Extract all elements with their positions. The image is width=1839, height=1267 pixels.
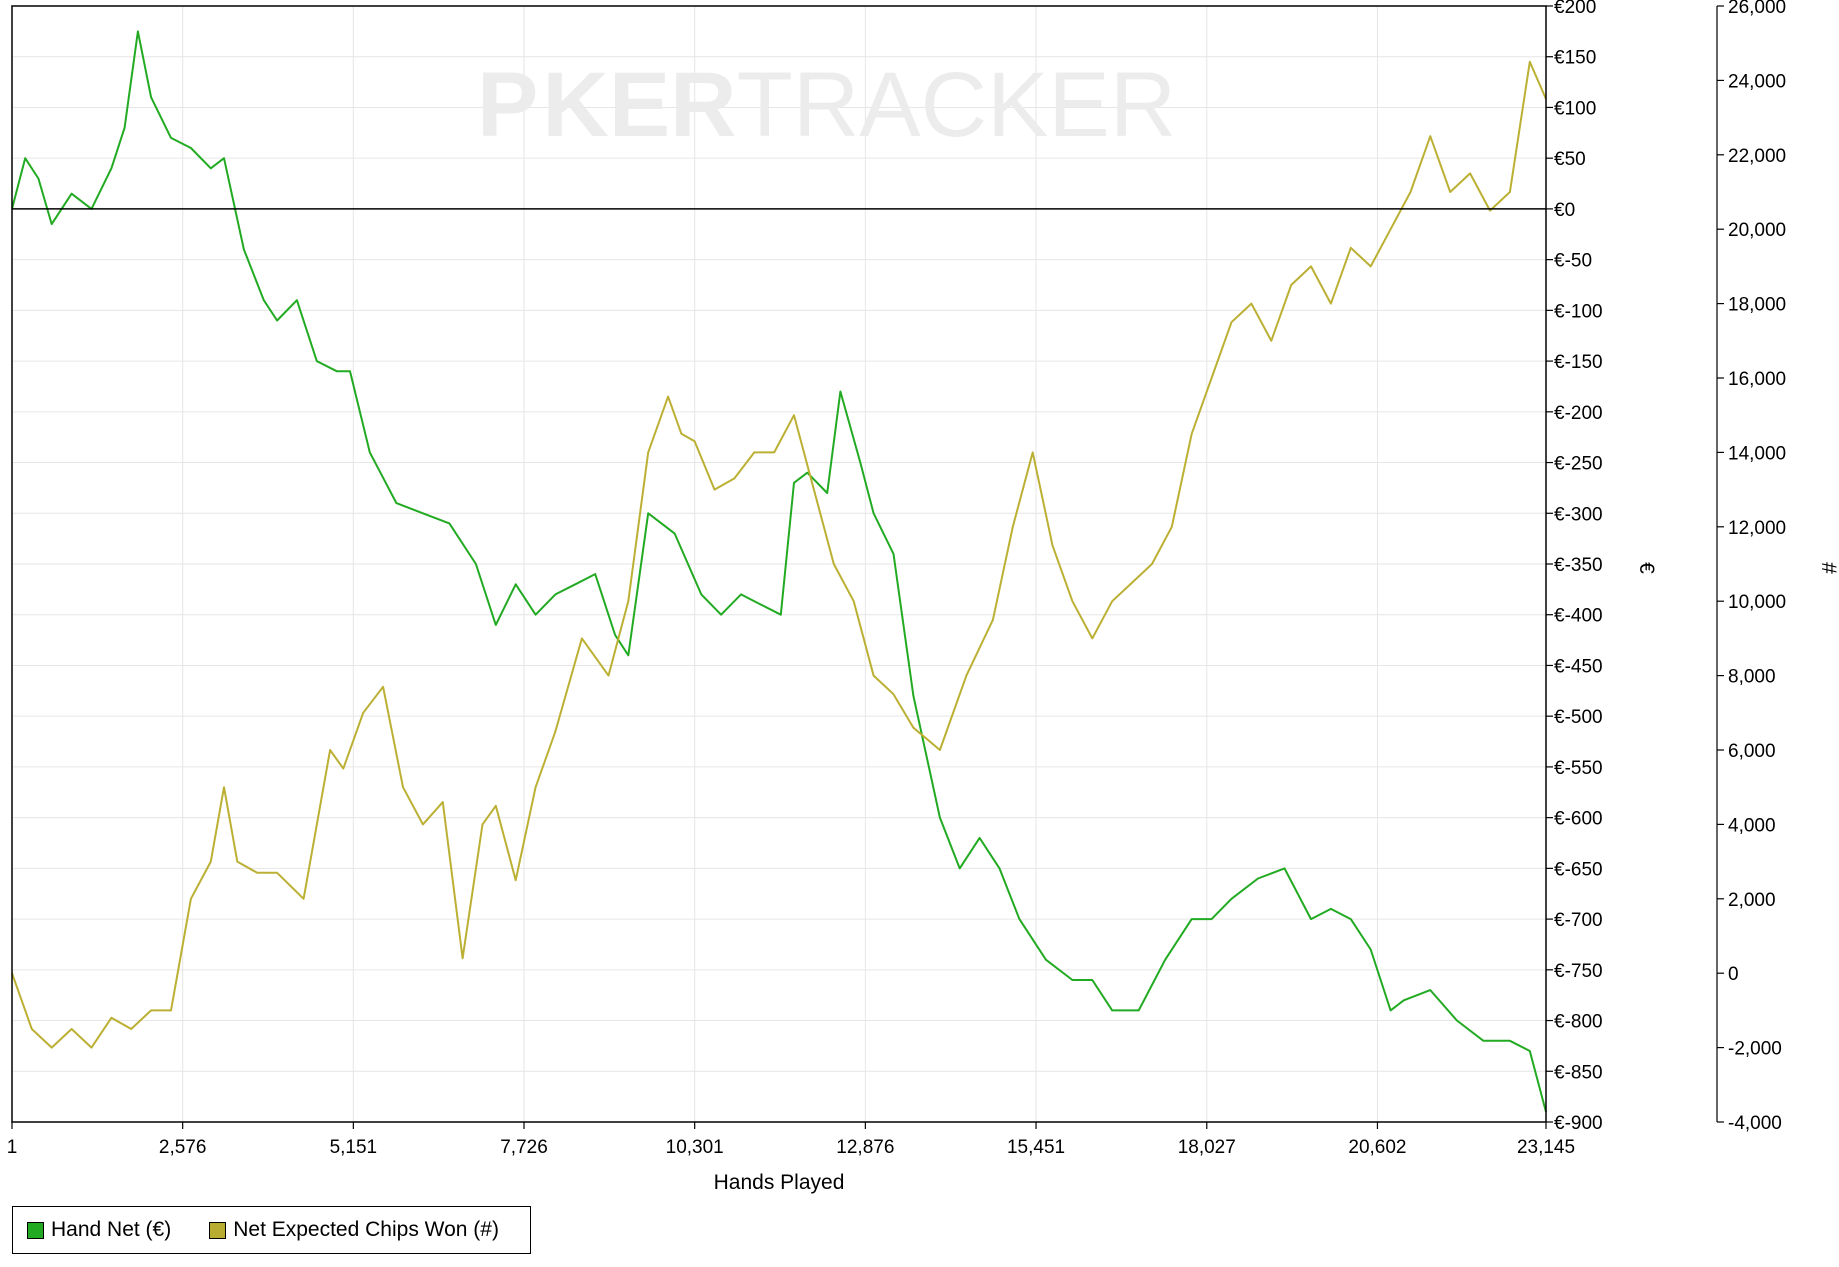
legend-swatch-expected-chips (209, 1221, 227, 1239)
y-left-tick-label: €-600 (1554, 809, 1603, 830)
y-right-tick-label: 18,000 (1728, 295, 1786, 316)
y-right-tick-label: 26,000 (1728, 0, 1786, 18)
y-axis-left: €200 €150 €100 €50 €0 €-50 €-100 €-150 €-200 €-25… (1546, 0, 1603, 1134)
y-axis-left-title: € (1635, 562, 1658, 574)
y-left-tick-label: €-700 (1554, 910, 1603, 931)
legend-item-hand-net[interactable]: Hand Net (€) (27, 1218, 171, 1242)
x-tick-label: 2,576 (159, 1137, 207, 1158)
legend-swatch-hand-net (27, 1221, 44, 1239)
y-left-tick-label: €50 (1554, 149, 1586, 170)
legend-item-expected-chips[interactable]: Net Expected Chips Won (#) (209, 1218, 499, 1242)
y-right-tick-label: 0 (1728, 964, 1739, 985)
x-tick-label: 15,451 (1007, 1137, 1065, 1158)
y-left-tick-label: €-850 (1554, 1062, 1603, 1083)
y-left-tick-label: €-900 (1554, 1113, 1603, 1134)
y-left-tick-label: €-800 (1554, 1012, 1603, 1033)
x-tick-label: 7,726 (500, 1137, 548, 1158)
x-tick-label: 18,027 (1178, 1137, 1236, 1158)
y-right-tick-label: 22,000 (1728, 146, 1786, 167)
y-left-tick-label: €-450 (1554, 656, 1603, 677)
series-layer (11, 30, 1547, 1113)
y-right-tick-label: 2,000 (1728, 890, 1776, 911)
y-right-tick-label: 14,000 (1728, 443, 1786, 464)
y-right-tick-label: -2,000 (1728, 1039, 1782, 1060)
legend-label-hand-net: Hand Net (€) (51, 1218, 172, 1241)
y-axis-right: 26,000 24,000 22,000 20,000 18,000 16,000 14,0… (1716, 0, 1786, 1134)
x-tick-label: 5,151 (330, 1137, 378, 1158)
y-right-tick-label: -4,000 (1728, 1113, 1782, 1134)
legend: Hand Net (€) Net Expected Chips Won (#) (12, 1206, 531, 1254)
y-right-tick-label: 12,000 (1728, 518, 1786, 539)
x-tick-label: 23,145 (1517, 1137, 1575, 1158)
y-left-tick-label: €-650 (1554, 859, 1603, 880)
y-left-tick-label: €-750 (1554, 961, 1603, 982)
y-left-tick-label: €100 (1554, 98, 1596, 119)
grid (12, 6, 1546, 1122)
y-left-tick-label: €-350 (1554, 555, 1603, 576)
y-right-tick-label: 16,000 (1728, 369, 1786, 390)
y-left-tick-label: €-200 (1554, 403, 1603, 424)
y-left-tick-label: €-100 (1554, 301, 1603, 322)
y-right-tick-label: 24,000 (1728, 71, 1786, 92)
y-left-tick-label: €-500 (1554, 707, 1603, 728)
y-axis-right-title: # (1817, 562, 1839, 574)
y-right-tick-label: 4,000 (1728, 815, 1776, 836)
y-right-tick-label: 10,000 (1728, 592, 1786, 613)
y-left-tick-label: €150 (1554, 48, 1596, 69)
y-left-tick-label: €200 (1554, 0, 1596, 18)
x-axis: 1 2,576 5,151 7,726 10,301 12,876 15,451 18,027… (7, 1122, 1575, 1158)
series-line-expected-chips (11, 60, 1547, 1049)
series-line-hand-net (11, 30, 1547, 1113)
y-left-tick-label: €-50 (1554, 251, 1592, 272)
y-left-tick-label: €-550 (1554, 758, 1603, 779)
legend-label-expected-chips: Net Expected Chips Won (#) (233, 1218, 499, 1241)
x-tick-label: 10,301 (666, 1137, 724, 1158)
y-left-tick-label: €-150 (1554, 352, 1603, 373)
line-chart: PKERTRACKER 1 2,576 5,151 7,726 10,301 12,876… (7, 0, 1839, 1194)
y-right-tick-label: 8,000 (1728, 667, 1776, 688)
y-left-tick-label: €-400 (1554, 606, 1603, 627)
x-axis-title: Hands Played (714, 1171, 845, 1194)
x-tick-label: 20,602 (1348, 1137, 1406, 1158)
x-tick-label: 1 (7, 1137, 18, 1158)
y-left-tick-label: €-250 (1554, 454, 1603, 475)
y-right-tick-label: 6,000 (1728, 741, 1776, 762)
y-left-tick-label: €0 (1554, 200, 1575, 221)
x-tick-label: 12,876 (836, 1137, 894, 1158)
y-right-tick-label: 20,000 (1728, 220, 1786, 241)
watermark-logo: PKERTRACKER (477, 54, 1176, 156)
y-left-tick-label: €-300 (1554, 504, 1603, 525)
